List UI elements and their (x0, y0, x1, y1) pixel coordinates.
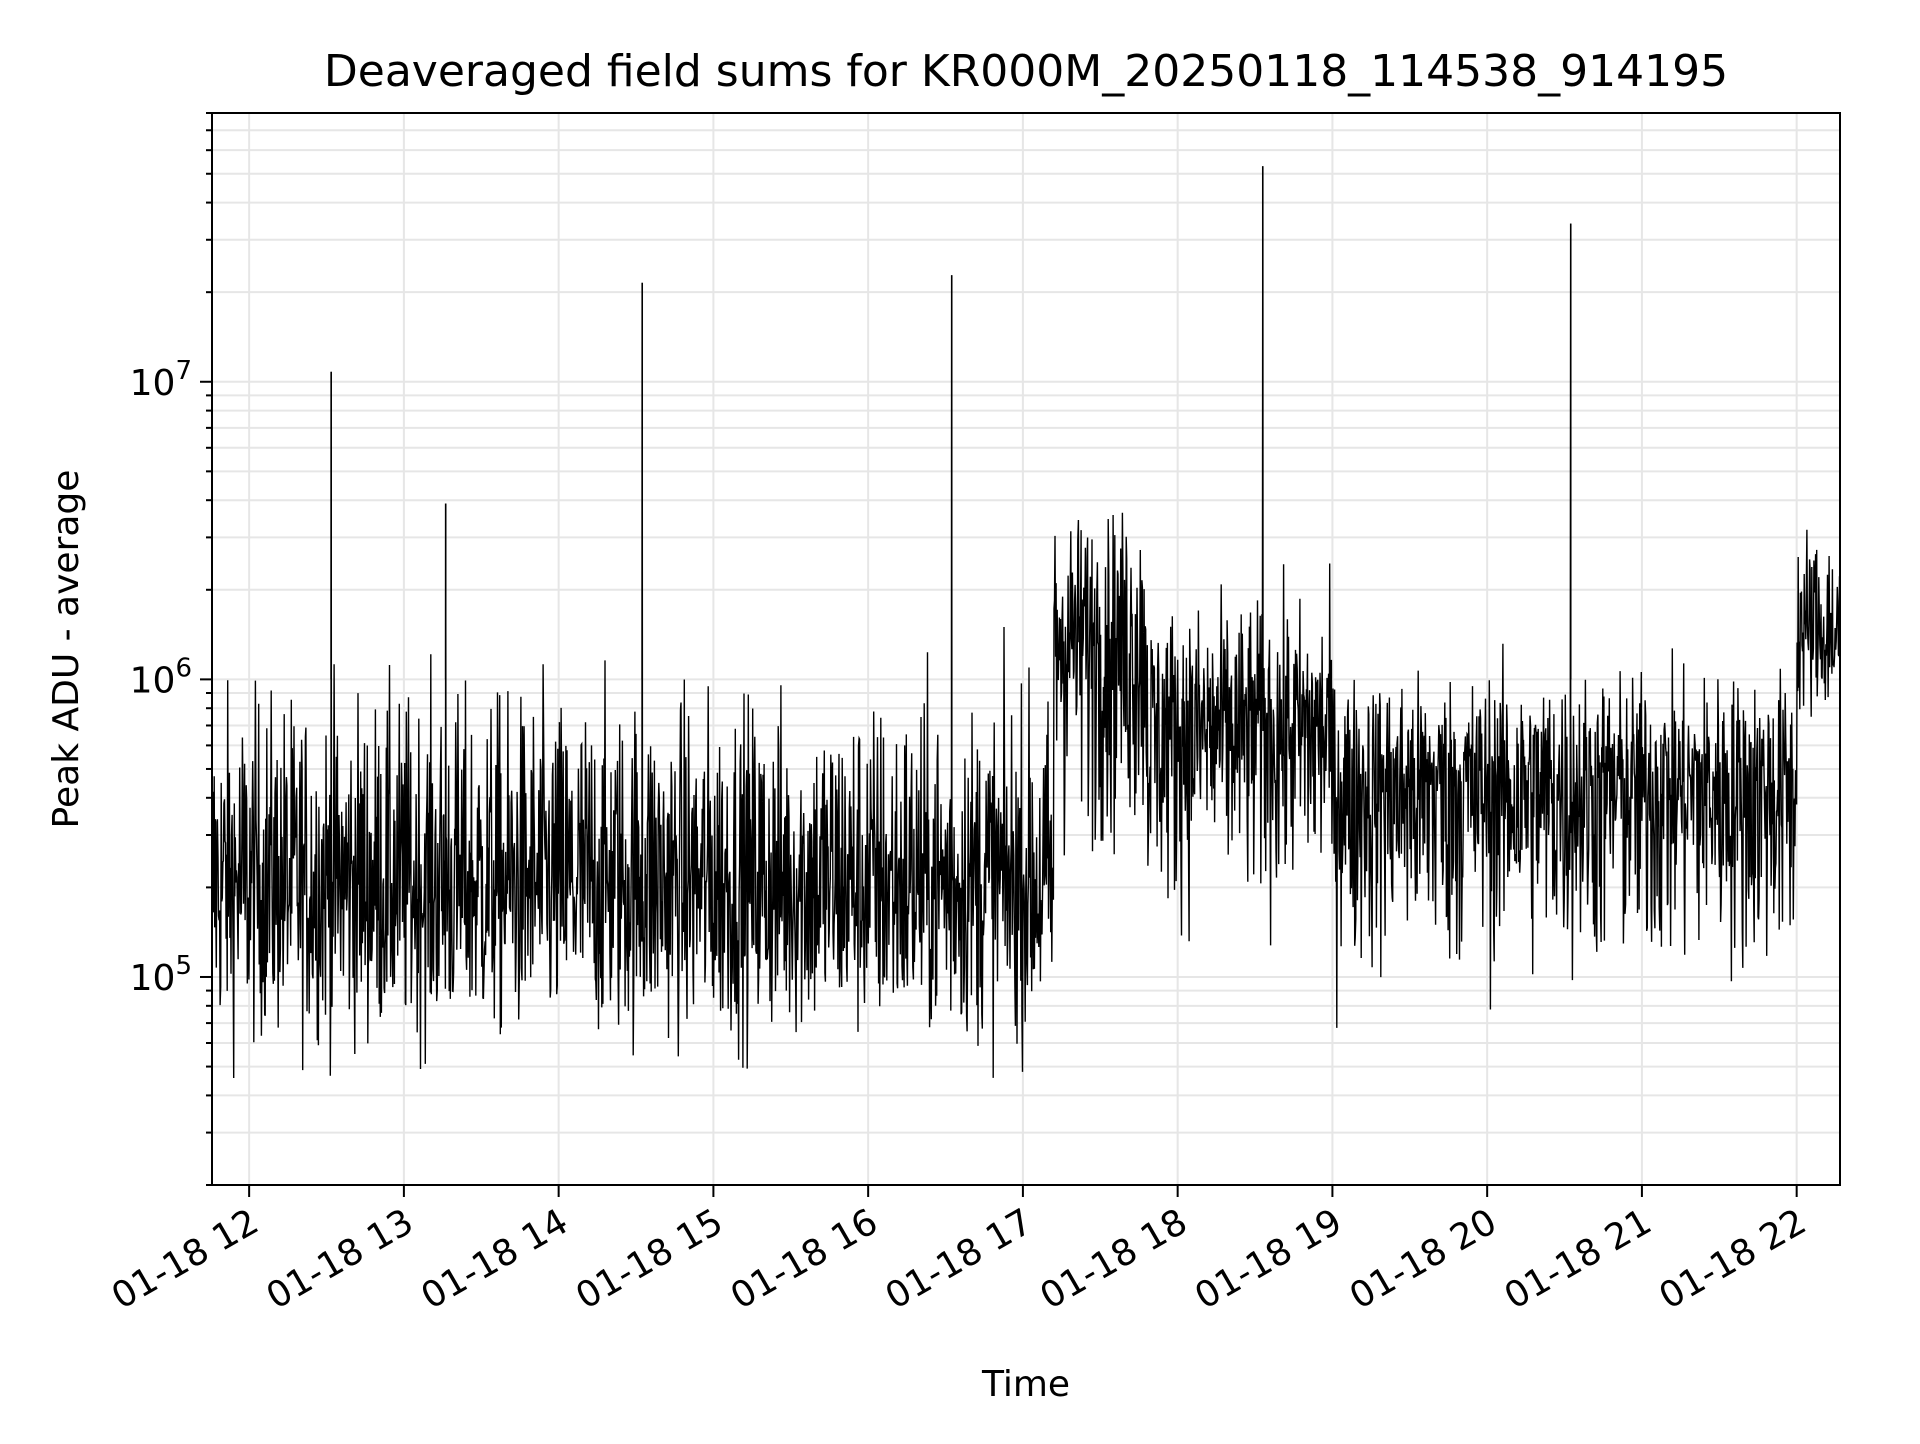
y-tick-label: 106 (130, 653, 192, 701)
chart-title: Deaveraged field sums for KR000M_2025011… (324, 46, 1728, 97)
y-axis-label: Peak ADU - average (46, 470, 87, 829)
y-tick-label: 107 (130, 356, 192, 404)
x-axis-label: Time (981, 1364, 1070, 1405)
data-series-line (211, 166, 1841, 1079)
plot-frame (211, 112, 1841, 1186)
series-layer (211, 166, 1841, 1079)
y-tick-label: 105 (130, 951, 192, 999)
y-axis: 105 106 107 (130, 112, 212, 1186)
